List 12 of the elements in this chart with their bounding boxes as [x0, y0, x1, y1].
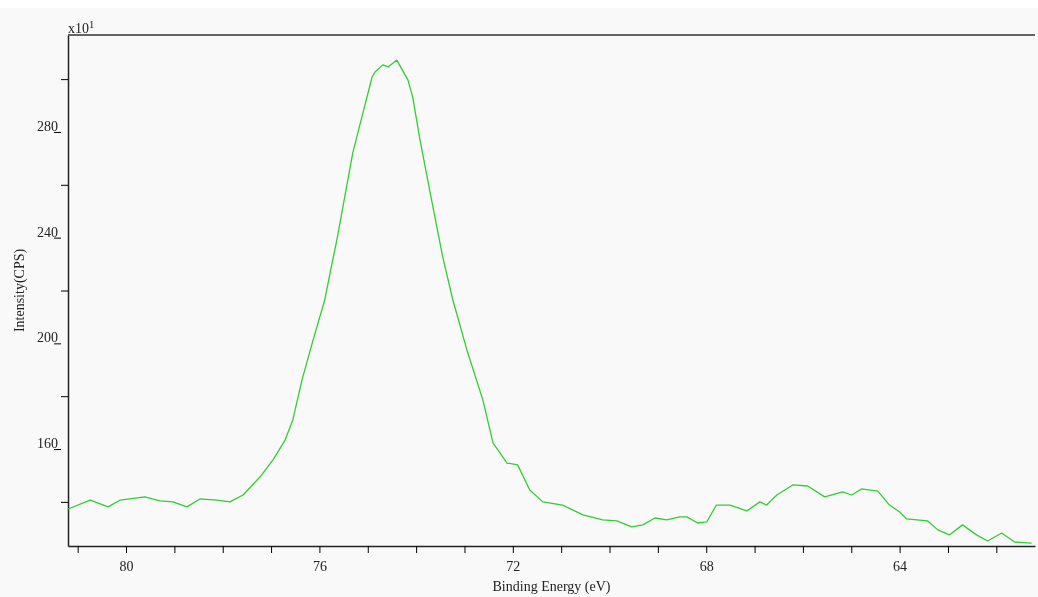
y-axis-title: Intensity(CPS)	[12, 248, 28, 333]
x-tick-label: 80	[119, 559, 134, 575]
y-tick-label: 160	[37, 436, 58, 452]
y-tick-label: 240	[37, 224, 58, 240]
x-tick-label: 76	[312, 559, 327, 575]
x-tick-label: 68	[699, 559, 714, 575]
x-axis-title: Binding Energy (eV)	[492, 579, 611, 595]
y-tick-label: 200	[37, 330, 58, 346]
y-tick-label: 280	[37, 119, 58, 135]
x-tick-label: 64	[893, 559, 908, 575]
annotation: x10$^{1}$	[68, 18, 95, 36]
x-tick-label: 72	[506, 559, 521, 575]
